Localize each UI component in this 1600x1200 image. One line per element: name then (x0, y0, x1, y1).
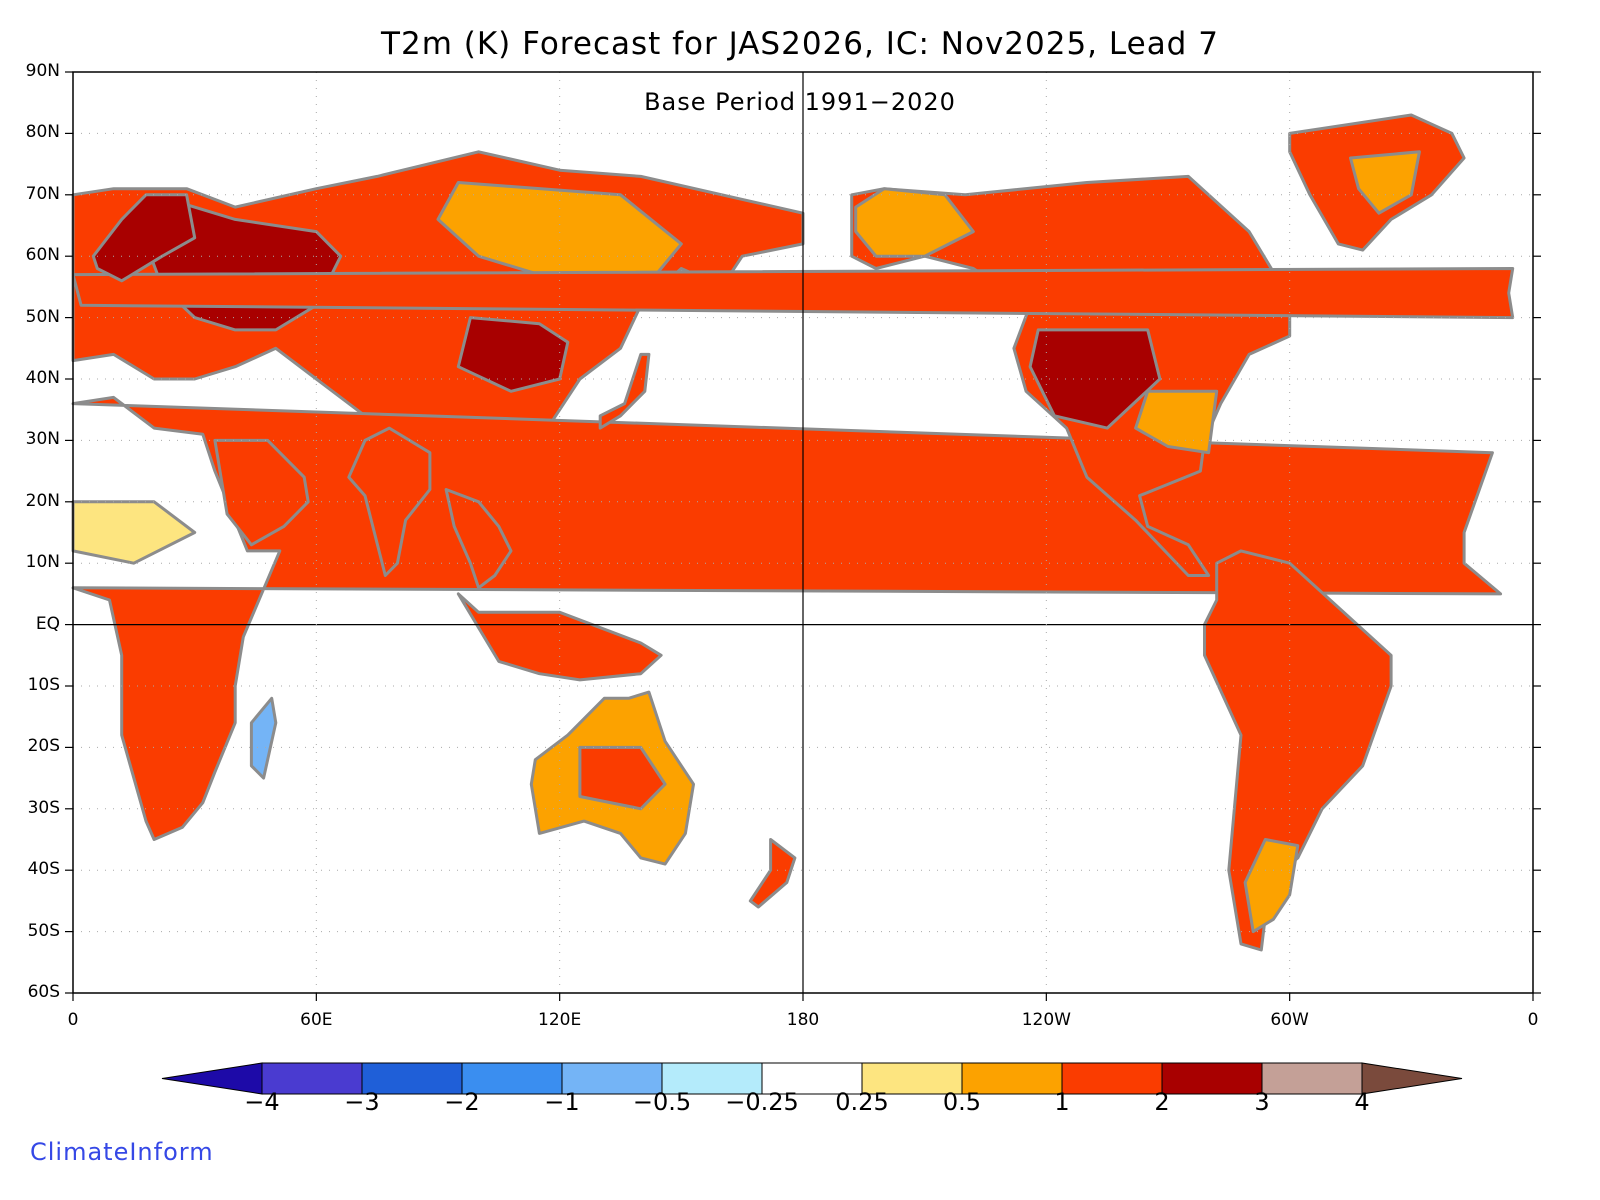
lat-label: 60N (25, 245, 60, 266)
colorbar-label: 2 (1154, 1088, 1170, 1116)
colorbar-label: −3 (344, 1088, 380, 1116)
lon-label: 180 (786, 1010, 820, 1030)
land-region-patagonia (1243, 838, 1300, 934)
lon-label: 60E (300, 1010, 333, 1030)
land-region-us-central (1028, 328, 1162, 430)
land-region-greenland-inner (1349, 150, 1421, 215)
colorbar-swatch (361, 1062, 463, 1095)
land-region-madagascar (249, 696, 278, 780)
colorbar-swatch (1061, 1062, 1163, 1095)
land-region-japan (598, 352, 651, 430)
land-region-sahel-band (71, 500, 197, 565)
lon-label: 0 (1527, 1010, 1539, 1030)
brand-logo-text: ClimateInform (30, 1138, 214, 1166)
lat-label: 90N (25, 61, 60, 81)
lat-label: 60S (27, 982, 60, 1002)
lat-label: 20N (25, 490, 60, 511)
colorbar-swatch (461, 1062, 563, 1095)
lat-label: 10S (27, 675, 60, 695)
lon-label: 120W (1021, 1010, 1071, 1030)
land-region-china-core (456, 316, 570, 393)
land-region-new-zealand (748, 838, 797, 909)
lon-label: 0 (67, 1010, 79, 1030)
colorbar-swatch (1161, 1062, 1263, 1095)
colorbar-label: −1 (544, 1088, 580, 1116)
land-region-arabia (213, 438, 310, 547)
land-region-south-america (1203, 549, 1393, 952)
lat-label: 20S (27, 736, 60, 757)
colorbar-swatch (1261, 1062, 1363, 1095)
land-region-australia-inner (578, 745, 667, 811)
colorbar-swatch (761, 1062, 863, 1095)
colorbar-label: 0.5 (942, 1088, 982, 1116)
colorbar-label: −4 (244, 1088, 280, 1116)
land-region-uk (71, 267, 1515, 320)
lon-label: 120E (538, 1010, 582, 1030)
colorbar-label: −0.25 (725, 1088, 799, 1116)
colorbar-swatch (261, 1062, 363, 1095)
land-region-us-southeast (1134, 389, 1219, 455)
lat-label: 40N (25, 368, 60, 388)
land-layer (71, 113, 1515, 952)
lon-label: 60W (1270, 1010, 1309, 1030)
lat-label: 30S (27, 797, 60, 818)
colorbar-label: −2 (444, 1088, 480, 1116)
lat-label: 70N (25, 183, 60, 204)
lat-label: 10N (25, 552, 60, 573)
colorbar-label: 1 (1054, 1088, 1070, 1116)
land-region-india (347, 426, 432, 577)
colorbar-swatch (861, 1062, 963, 1095)
lat-label: 40S (27, 859, 60, 880)
colorbar-label: 3 (1254, 1088, 1270, 1116)
colorbar-over-arrow (1361, 1062, 1463, 1095)
land-region-indonesia (456, 592, 663, 682)
base-period-subtitle: Base Period 1991−2020 (644, 88, 956, 116)
lat-label: 50S (27, 920, 60, 941)
land-region-scandinavia (91, 193, 197, 283)
lat-label: 50N (25, 306, 60, 327)
colorbar-swatch (661, 1062, 763, 1095)
colorbar-label: −0.5 (632, 1088, 692, 1116)
axes-layer (65, 71, 1541, 1001)
lat-label: 80N (25, 122, 60, 143)
lat-label: EQ (35, 613, 60, 634)
colorbar-label: 0.25 (835, 1088, 889, 1116)
land-region-alaska (854, 187, 975, 258)
lat-label: 30N (25, 429, 60, 450)
grid-layer (73, 72, 1533, 993)
colorbar (161, 1062, 1463, 1095)
map-title: T2m (K) Forecast for JAS2026, IC: Nov202… (381, 26, 1219, 62)
land-region-se-asia (444, 488, 513, 590)
colorbar-label: 4 (1354, 1088, 1370, 1116)
